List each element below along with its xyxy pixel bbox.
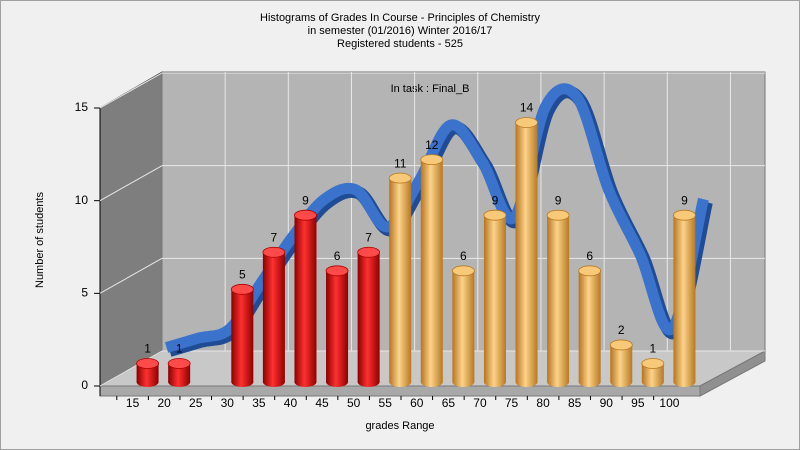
bar-cap xyxy=(420,154,444,166)
grid-line xyxy=(99,72,163,109)
y-tick-label: 0 xyxy=(81,378,88,392)
x-tick-label: 55 xyxy=(379,396,393,410)
bar xyxy=(483,215,506,382)
title-line: in semester (01/2016) Winter 2016/17 xyxy=(308,25,493,37)
x-tick-label: 80 xyxy=(536,396,550,410)
bar-cap xyxy=(294,209,317,221)
bar xyxy=(547,215,570,382)
x-axis-label: grades Range xyxy=(365,420,434,432)
bar-cap xyxy=(673,209,696,221)
x-tick-label: 65 xyxy=(442,396,456,410)
grid-line xyxy=(99,350,163,387)
bar-cap xyxy=(546,209,570,221)
x-tick-label: 75 xyxy=(505,396,519,410)
bar xyxy=(578,270,601,382)
y-tick-label: 15 xyxy=(75,100,89,114)
grid-line xyxy=(99,165,163,202)
x-tick-label: 20 xyxy=(157,396,171,410)
x-tick-label: 90 xyxy=(600,396,614,410)
title-line: Registered students - 525 xyxy=(337,38,463,50)
bar-cap xyxy=(167,358,191,369)
data-label: 12 xyxy=(425,138,439,152)
x-tick-label: 25 xyxy=(189,396,203,410)
x-tick-label: 95 xyxy=(631,396,645,410)
bar xyxy=(357,252,380,382)
bar-cap xyxy=(136,358,159,369)
bar-cap xyxy=(325,265,349,277)
grid-line xyxy=(99,257,163,294)
data-label: 1 xyxy=(144,342,151,356)
data-label: 9 xyxy=(492,193,499,207)
bar-cap xyxy=(262,246,286,258)
bar-cap xyxy=(357,246,381,258)
x-tick-label: 100 xyxy=(659,396,679,410)
bar-cap xyxy=(515,117,538,128)
bar xyxy=(231,289,254,382)
bar xyxy=(294,215,317,382)
x-tick-label: 45 xyxy=(315,396,329,410)
bar xyxy=(452,270,475,382)
y-tick-label: 5 xyxy=(81,286,88,300)
data-label: 7 xyxy=(365,230,372,244)
bar xyxy=(673,215,696,382)
data-label: 9 xyxy=(681,193,688,207)
left-wall xyxy=(99,71,163,387)
floor-edge xyxy=(99,385,701,397)
bar-cap xyxy=(578,265,602,277)
curve-ribbon xyxy=(165,83,709,353)
data-label: 5 xyxy=(239,268,246,282)
bar-cap xyxy=(451,265,475,277)
annotation: In task : Final_B xyxy=(391,83,470,95)
x-tick-label: 50 xyxy=(347,396,361,410)
floor-side xyxy=(699,350,766,397)
x-tick-label: 30 xyxy=(221,396,235,410)
data-label: 2 xyxy=(618,323,625,337)
bar-cap xyxy=(230,283,254,295)
bar-cap xyxy=(388,172,412,184)
x-tick-label: 60 xyxy=(410,396,424,410)
bar xyxy=(262,252,285,382)
bar-cap xyxy=(641,358,665,369)
data-label: 1 xyxy=(176,342,183,356)
data-label: 9 xyxy=(302,193,309,207)
bar xyxy=(610,344,633,382)
bar xyxy=(389,178,412,382)
title-line: Histograms of Grades In Course - Princip… xyxy=(260,12,540,24)
x-tick-label: 70 xyxy=(473,396,487,410)
x-tick-label: 40 xyxy=(284,396,298,410)
x-tick-label: 15 xyxy=(126,396,140,410)
data-label: 1 xyxy=(649,342,656,356)
data-label: 11 xyxy=(394,156,407,170)
data-label: 6 xyxy=(460,249,467,263)
bar-cap xyxy=(609,339,633,351)
bar xyxy=(326,270,349,382)
bar xyxy=(420,159,443,382)
bar xyxy=(515,122,538,383)
data-label: 6 xyxy=(586,249,593,263)
y-axis-label: Number of students xyxy=(34,192,46,288)
bar-cap xyxy=(483,209,507,221)
x-tick-label: 85 xyxy=(568,396,582,410)
data-label: 9 xyxy=(555,193,562,207)
x-tick-label: 35 xyxy=(252,396,266,410)
y-tick-label: 10 xyxy=(75,193,89,207)
data-label: 6 xyxy=(334,249,341,263)
data-label: 14 xyxy=(520,101,534,115)
data-label: 7 xyxy=(271,230,278,244)
